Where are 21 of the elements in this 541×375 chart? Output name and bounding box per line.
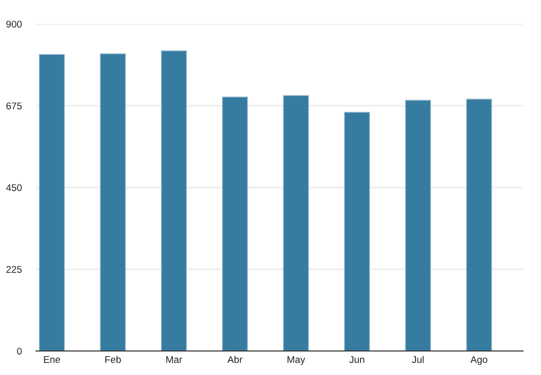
y-tick-label: 225 [6,266,22,273]
bar [38,54,65,351]
x-tick-label: Abr [227,356,242,363]
bar [344,112,370,351]
bar [466,98,492,351]
x-tick-label: Ene [44,356,60,363]
x-tick-label: Ago [470,356,488,365]
y-tick-label: 675 [6,102,22,110]
bar [222,96,248,351]
bar [405,100,431,351]
x-tick-label: Feb [105,356,121,363]
x-tick-label: Mar [166,356,182,363]
y-tick-label: 450 [6,184,22,192]
bar [160,50,187,351]
bar [100,53,126,351]
x-tick-label: Jun [349,356,364,363]
y-tick-label: 0 [17,348,22,355]
y-tick-label: 900 [6,20,22,28]
bar [283,95,309,351]
x-tick-label: Jul [412,356,424,363]
x-tick-label: May [288,356,306,365]
